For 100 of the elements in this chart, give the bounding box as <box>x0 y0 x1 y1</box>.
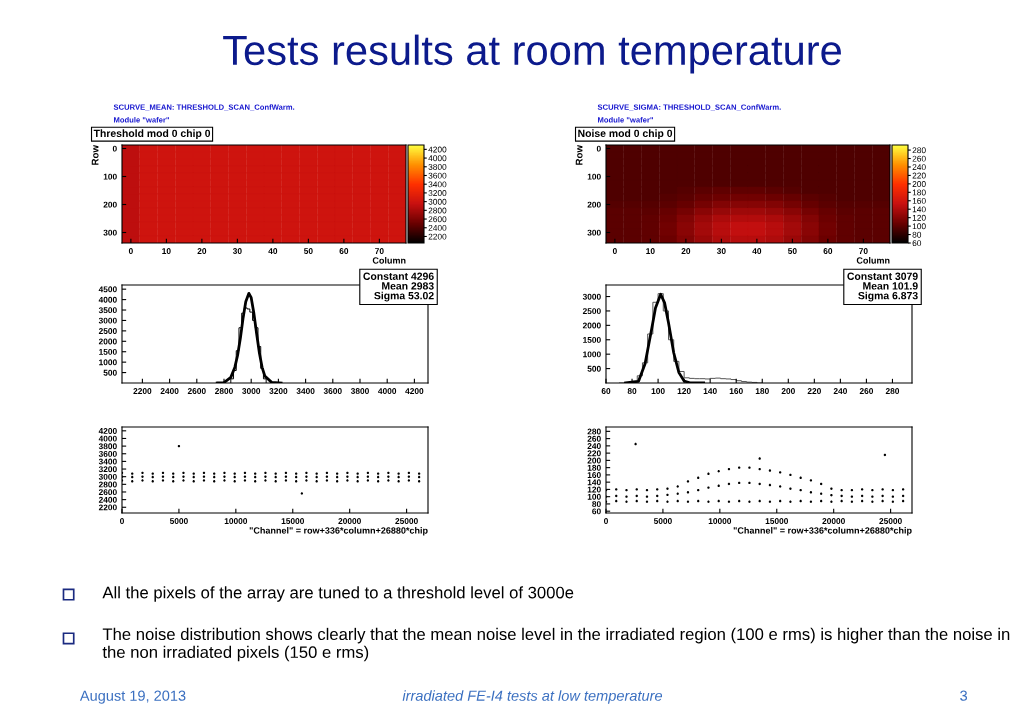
y-tick-label: 3600 <box>98 450 117 457</box>
y-tick-label: 4200 <box>98 428 117 434</box>
x-tick-label: 100 <box>651 388 665 394</box>
y-tick-label: 1500 <box>99 348 117 355</box>
x-tick-label: 80 <box>627 388 637 394</box>
y-tick-label: 2200 <box>98 504 117 511</box>
x-tick-label: 0 <box>128 248 133 254</box>
x-tick-label: 0 <box>604 518 608 524</box>
color-bar-label: 2200 <box>428 233 447 240</box>
x-tick-label: 220 <box>807 388 821 394</box>
y-tick-label: 240 <box>587 443 601 449</box>
y-axis-title: Row <box>91 144 99 165</box>
x-axis-title: Column <box>372 257 406 264</box>
y-tick-label: 2500 <box>582 308 601 315</box>
x-tick-label: 60 <box>823 248 833 254</box>
color-bar-label: 280 <box>912 147 926 154</box>
x-tick-label: 240 <box>833 388 847 394</box>
x-tick-label: 160 <box>729 388 743 394</box>
color-bar-label: 60 <box>912 240 922 247</box>
text: 3 <box>960 690 968 701</box>
x-tick-label: 2200 <box>133 388 152 394</box>
y-tick-label: 140 <box>587 479 601 486</box>
annotation: Mean 101.9 <box>863 282 918 290</box>
x-tick-label: 180 <box>755 388 769 394</box>
x-tick-label: 20000 <box>822 518 845 524</box>
x-tick-label: 60 <box>601 388 611 394</box>
color-bar-label: 120 <box>912 214 926 221</box>
y-tick-label: 100 <box>587 173 601 180</box>
y-tick-label: 2600 <box>98 489 117 496</box>
x-tick-label: 50 <box>788 248 797 254</box>
y-tick-label: 3800 <box>98 443 117 450</box>
y-tick-label: 220 <box>587 450 601 457</box>
annotation: Sigma 6.873 <box>858 291 918 302</box>
text: Constant 3079 <box>847 272 918 280</box>
color-bar-label: 100 <box>912 223 926 230</box>
x-tick-label: 50 <box>304 248 313 254</box>
x-tick-label: 15000 <box>765 518 789 524</box>
color-bar-label: 2800 <box>428 207 447 214</box>
x-axis-title: "Channel" = row+336*column+26880*chip <box>733 527 912 536</box>
color-bar-label: 260 <box>912 155 926 162</box>
x-tick-label: 4200 <box>405 388 424 394</box>
chart-title: Threshold mod 0 chip 0 <box>93 129 211 140</box>
color-bar-label: 4200 <box>428 146 447 153</box>
x-tick-label: 2600 <box>187 388 206 394</box>
x-tick-label: 120 <box>677 388 691 394</box>
y-tick-label: 0 <box>112 145 117 152</box>
y-tick-label: 2500 <box>98 328 117 334</box>
y-tick-label: 2000 <box>582 322 601 329</box>
x-tick-label: 30 <box>716 248 726 254</box>
x-tick-label: 25000 <box>879 518 902 524</box>
x-tick-label: 60 <box>339 248 349 254</box>
y-tick-label: 2800 <box>98 481 117 488</box>
y-tick-label: 1000 <box>99 359 117 366</box>
y-tick-label: 180 <box>587 464 601 471</box>
y-tick-label: 200 <box>587 457 601 464</box>
color-bar-label: 140 <box>912 206 926 213</box>
y-tick-label: 80 <box>592 501 601 508</box>
annotation: Mean 2983 <box>382 282 434 290</box>
y-tick-label: 1500 <box>583 336 601 343</box>
color-bar-label: 4000 <box>428 155 447 162</box>
y-tick-label: 200 <box>587 201 601 208</box>
y-tick-label: 160 <box>587 472 601 478</box>
y-tick-label: 200 <box>103 201 117 208</box>
color-bar-label: 220 <box>912 172 926 179</box>
x-tick-label: 200 <box>781 388 795 394</box>
x-tick-label: 280 <box>885 388 900 394</box>
y-tick-label: 1000 <box>583 351 601 358</box>
x-axis-title: Column <box>856 257 890 264</box>
y-tick-label: 2400 <box>98 496 117 503</box>
x-tick-label: 20 <box>681 248 691 254</box>
x-tick-label: 10 <box>162 248 171 254</box>
text: The noise distribution shows clearly that the mean noise level in the irradiated region (100 e rms) is higher than the noise in the non irradiated pixels (150 e rms) <box>102 627 1010 662</box>
x-tick-label: 0 <box>120 518 124 524</box>
color-bar-label: 2600 <box>428 216 447 223</box>
x-tick-label: 25000 <box>395 518 418 524</box>
x-tick-label: 3800 <box>350 388 369 394</box>
x-tick-label: 2800 <box>215 388 233 394</box>
x-tick-label: 10 <box>646 248 655 254</box>
y-tick-label: 3400 <box>98 458 117 465</box>
y-tick-label: 2000 <box>98 338 117 345</box>
y-tick-label: 60 <box>592 508 601 515</box>
x-tick-label: 3200 <box>269 388 288 394</box>
y-tick-label: 0 <box>596 145 601 152</box>
color-bar-label: 160 <box>912 197 926 204</box>
text: All the pixels of the array are tuned to a threshold level of 3000e <box>102 586 574 602</box>
text: Tests results at room temperature <box>223 34 841 74</box>
x-tick-label: 20 <box>197 248 207 254</box>
color-bar-label: 3600 <box>428 172 447 179</box>
y-tick-label: 4000 <box>98 296 117 303</box>
x-tick-label: 260 <box>859 388 874 394</box>
x-tick-label: 30 <box>232 248 242 254</box>
x-tick-label: 40 <box>268 248 278 254</box>
color-bar-label: 3200 <box>428 190 447 197</box>
color-bar-label: 3000 <box>428 198 447 205</box>
x-tick-label: 140 <box>703 388 717 394</box>
annotation: Sigma 53.02 <box>374 291 434 302</box>
y-tick-label: 3200 <box>98 466 117 473</box>
color-bar-label: 3400 <box>428 181 447 188</box>
text: August 19, 2013 <box>79 690 186 704</box>
y-tick-label: 4500 <box>98 286 117 293</box>
